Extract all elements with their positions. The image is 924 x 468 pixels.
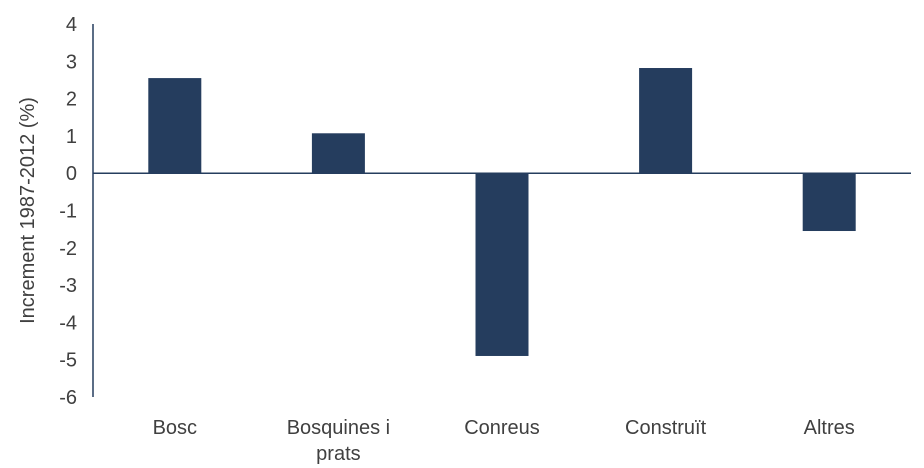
y-tick-label: 4 [66,14,77,36]
bar [639,68,693,174]
bars [148,68,856,356]
x-axis-labels: Bosc Bosquines i prats Conreus Construït Altr… [153,417,855,465]
y-axis-title: Increment 1987-2012 (%) [17,97,39,324]
y-tick-label: 1 [66,126,77,148]
x-category-label-line: Construït [625,417,707,439]
y-tick-label: -1 [59,201,77,223]
x-category-label: Altres [804,417,855,439]
x-category-label-line: Altres [804,417,855,439]
y-tick-label: -3 [59,275,77,297]
y-tick-label: 0 [66,163,77,185]
bar [475,173,529,356]
y-tick-label: 3 [66,51,77,73]
x-category-label-line: prats [316,443,360,465]
y-tick-label: -4 [59,312,77,334]
x-category-label-line: Bosc [153,417,197,439]
y-tick-label: -2 [59,238,77,260]
x-category-label-line: Conreus [464,417,540,439]
y-tick-label: -5 [59,350,77,372]
y-tick-label: 2 [66,89,77,111]
bar [148,78,202,174]
bar [311,133,365,174]
y-tick-label: -6 [59,387,77,409]
y-axis-ticks: 4 3 2 1 0 -1 -2 -3 -4 -5 -6 [59,14,77,409]
x-category-label: Conreus [464,417,540,439]
x-category-label: Construït [625,417,707,439]
x-category-label-line: Bosquines i [287,417,390,439]
x-category-label: Bosc [153,417,197,439]
bar [802,173,856,232]
x-category-label: Bosquines i prats [287,417,390,465]
